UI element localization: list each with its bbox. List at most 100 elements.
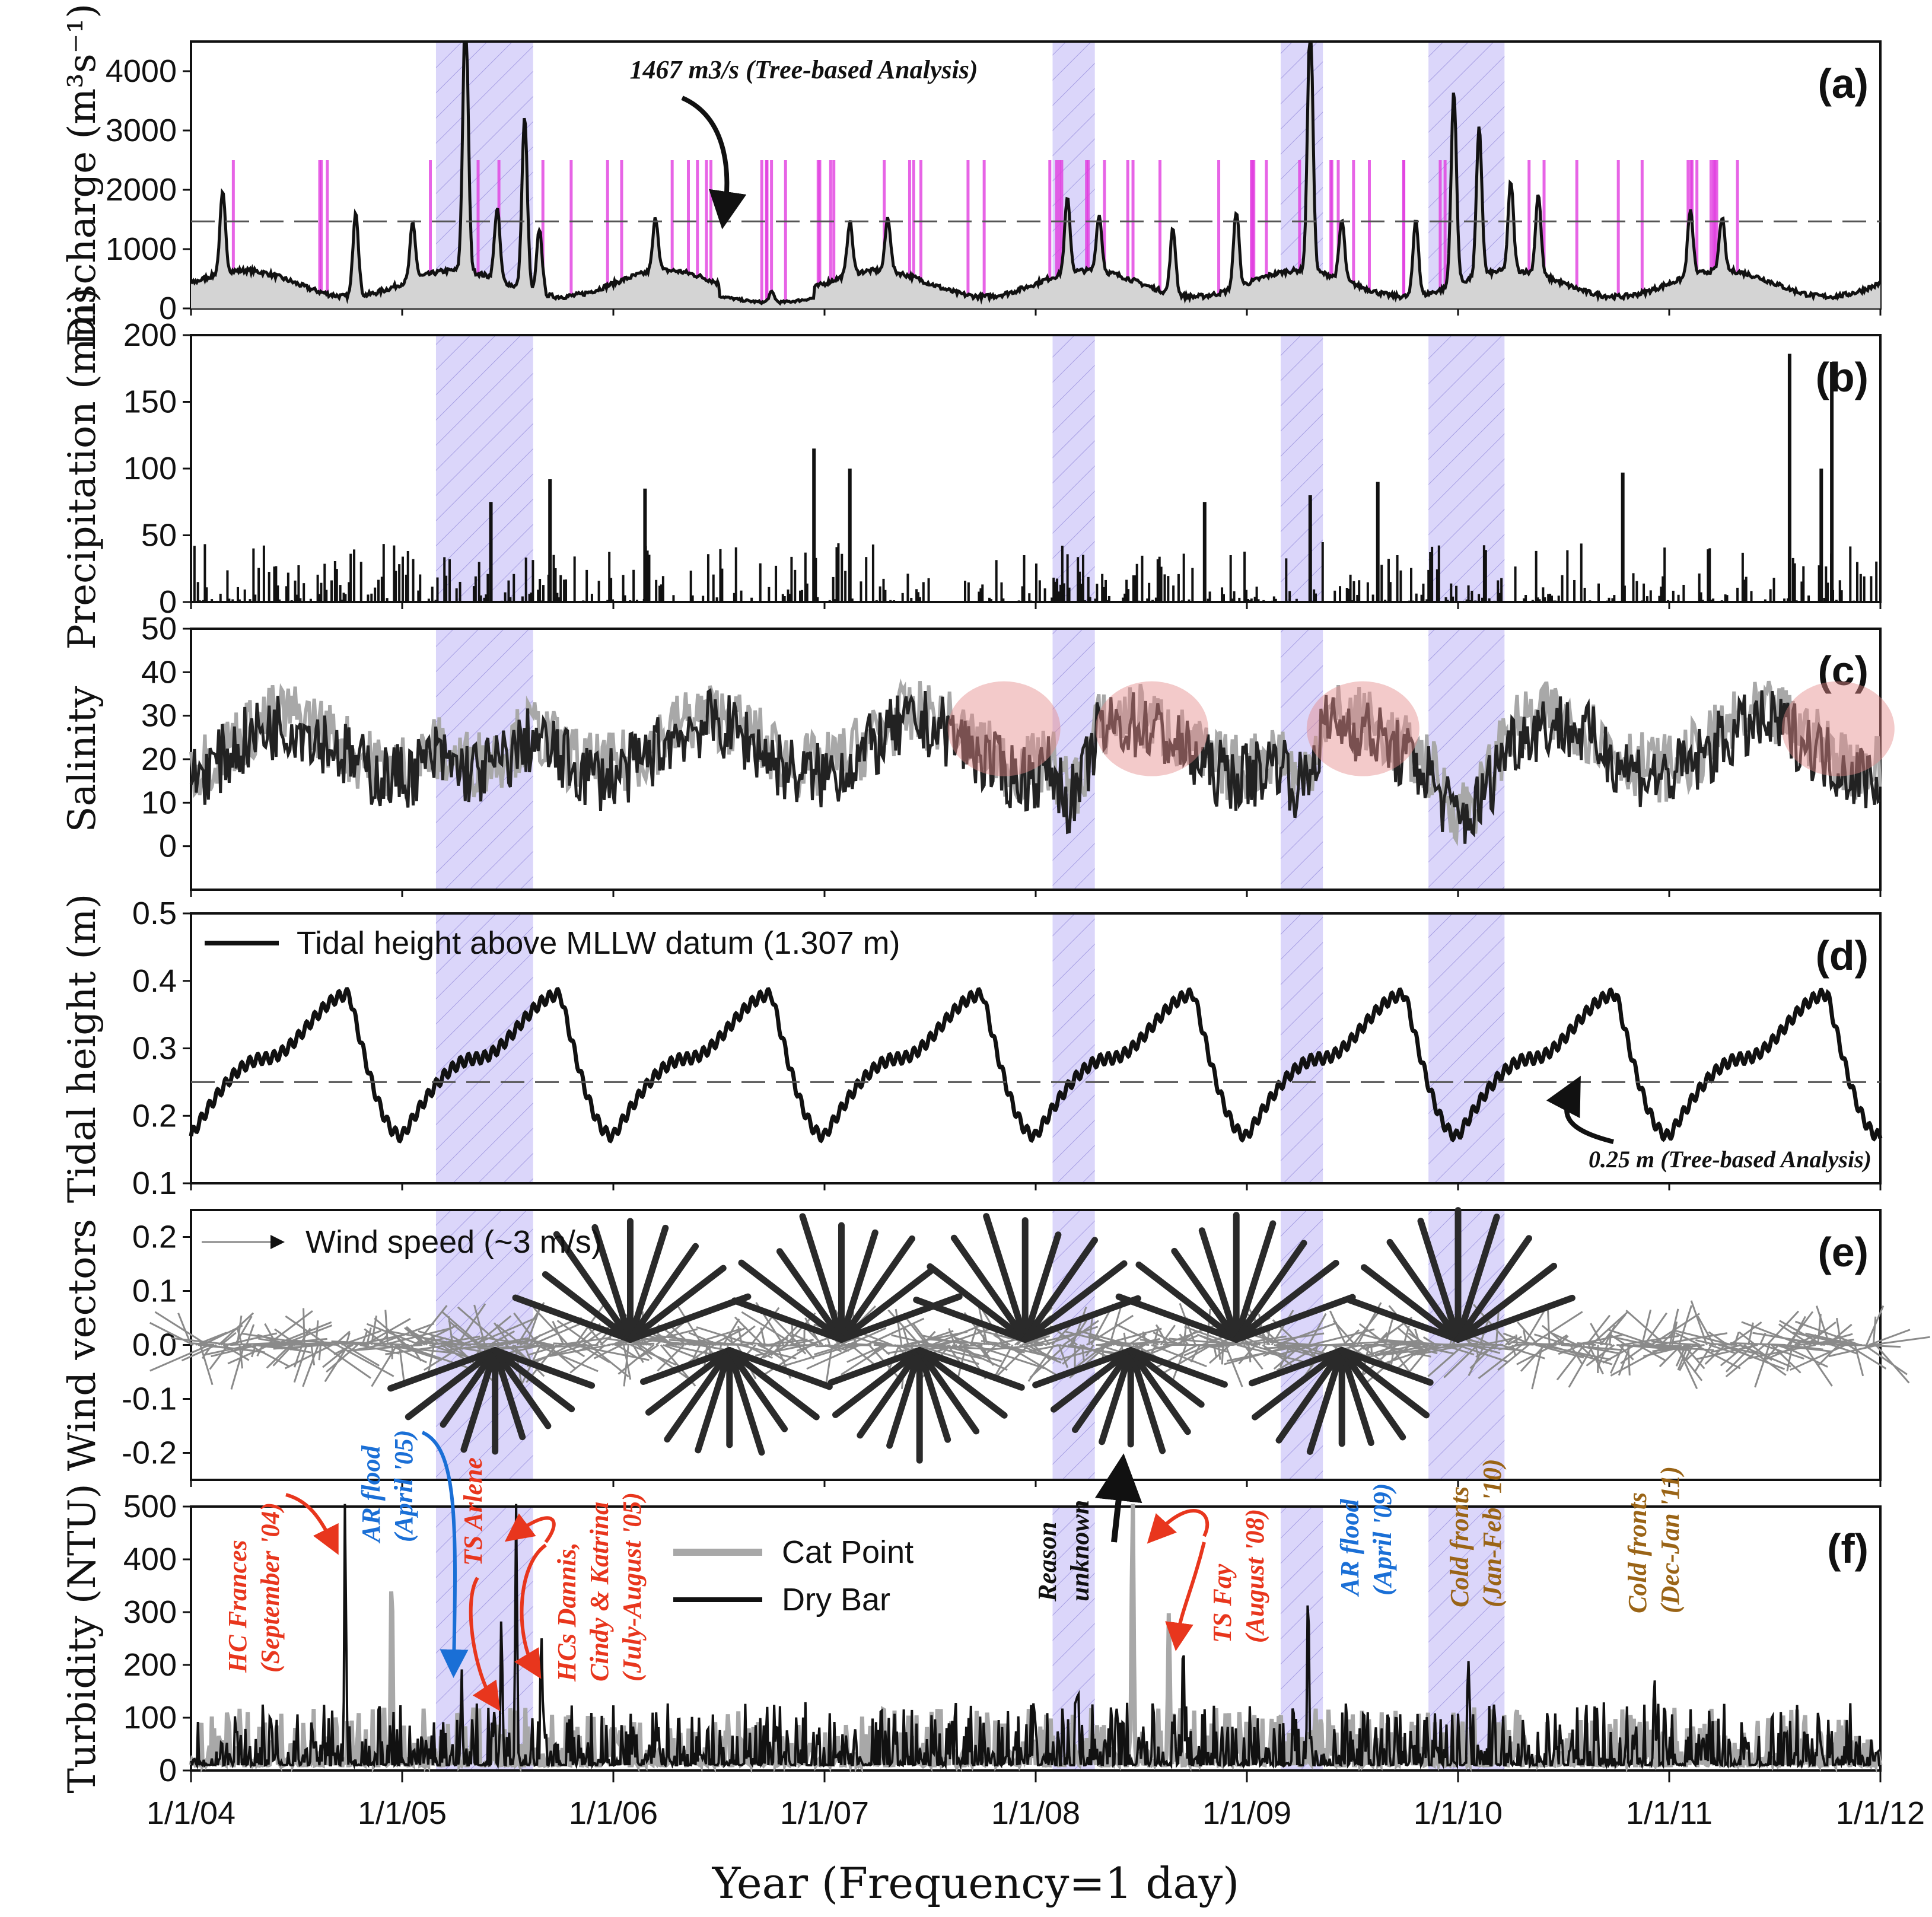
panel-c-ytick-label-1: 10 bbox=[141, 785, 177, 820]
panel-e-wind-vector bbox=[410, 1344, 422, 1362]
panel-e-wind-vector bbox=[553, 1342, 587, 1346]
annotation-hc-frances: HC Frances (September '04) bbox=[223, 1493, 339, 1673]
panel-e-fan-vector bbox=[1171, 1247, 1240, 1343]
x-tick-label-0: 1/1/04 bbox=[147, 1795, 235, 1831]
panel-e-fan-vector bbox=[492, 1347, 596, 1389]
panel-e-wind-vector bbox=[977, 1344, 995, 1367]
panel-e-wind-vector bbox=[663, 1344, 705, 1362]
panel-e-wind-vector bbox=[1863, 1344, 1908, 1375]
shaded-hatch-0-panel-1 bbox=[435, 335, 533, 602]
panel-c-ytick-label-5: 50 bbox=[141, 611, 177, 647]
panel-e-fan-vector bbox=[726, 1347, 788, 1432]
panel-e-wind-vector bbox=[887, 1309, 921, 1346]
panel-e-wind-vector bbox=[236, 1328, 243, 1345]
panel-e-wind-vector bbox=[230, 1345, 246, 1390]
svg-text:AR flood: AR flood bbox=[357, 1445, 386, 1544]
panel-b-ylabel: Precipitation (mm) bbox=[61, 288, 104, 650]
panel-e-fan-vector bbox=[1233, 1240, 1307, 1343]
panel-e-wind-vector bbox=[588, 1344, 629, 1378]
svg-text:Cold fronts: Cold fronts bbox=[1445, 1486, 1474, 1607]
panel-e-fan-vector bbox=[1249, 1347, 1345, 1387]
panel-e-wind-vector bbox=[806, 1344, 861, 1370]
shaded-hatch-3-panel-2 bbox=[1428, 629, 1505, 890]
panel-e-wind-vector bbox=[1383, 1339, 1448, 1346]
panel-c-ytick-label-0: 0 bbox=[159, 829, 177, 864]
panel-e-wind-vector bbox=[1620, 1344, 1647, 1364]
panel-c-dry-bar-line bbox=[189, 687, 1881, 844]
panel-e-wind-vector bbox=[1088, 1316, 1094, 1345]
panel-e-wind-vector bbox=[225, 1332, 278, 1346]
panel-e-wind-vector bbox=[285, 1315, 329, 1346]
panel-e-fan-vector bbox=[1338, 1347, 1406, 1441]
panel-e-wind-vector bbox=[1607, 1328, 1654, 1346]
panel-e-wind-vector bbox=[1382, 1344, 1462, 1356]
panel-e-wind-vector bbox=[1208, 1344, 1231, 1364]
panel-e-wind-vector bbox=[1590, 1310, 1629, 1346]
panel-e-wind-vector bbox=[692, 1344, 701, 1359]
panel-d-ytick-label-1: 0.2 bbox=[132, 1098, 177, 1133]
svg-text:Cold fronts: Cold fronts bbox=[1623, 1492, 1652, 1613]
panel-e-fan-vector bbox=[1454, 1294, 1575, 1343]
panel-e-wind-vector bbox=[1308, 1313, 1327, 1346]
panel-e-wind-vector bbox=[973, 1344, 1045, 1370]
panel-e-wind-vector bbox=[902, 1328, 909, 1345]
panel-e-wind-vector bbox=[1586, 1344, 1615, 1367]
panel-f-ytick-label-0: 0 bbox=[159, 1753, 177, 1788]
panel-e-wind-vector bbox=[1247, 1345, 1252, 1362]
panel-e-wind-vector bbox=[1795, 1320, 1860, 1346]
panel-e-wind-vector bbox=[1158, 1344, 1212, 1377]
panel-e-wind-vector bbox=[1828, 1344, 1879, 1358]
panel-e-wind-vector bbox=[632, 1344, 644, 1363]
panel-e-fan-vector bbox=[916, 1347, 980, 1435]
panel-e-wind-vector bbox=[1417, 1344, 1466, 1356]
panel-e-wind-vector bbox=[1292, 1344, 1351, 1346]
panel-e-wind-vector bbox=[1765, 1344, 1780, 1361]
panel-a-label: (a) bbox=[1818, 60, 1869, 107]
panel-e-wind-vector bbox=[1671, 1321, 1678, 1345]
svg-text:(April '09): (April '09) bbox=[1368, 1483, 1397, 1596]
panel-e-wind-vector bbox=[1725, 1344, 1765, 1378]
panel-e-wind-vector bbox=[303, 1308, 305, 1345]
panel-e-wind-vector bbox=[947, 1344, 962, 1365]
turbidity-legend-cat-point: Cat Point bbox=[782, 1534, 914, 1570]
panel-e-fan-vector bbox=[916, 1347, 951, 1443]
panel-e-wind-vector bbox=[513, 1312, 539, 1346]
panel-e-wind-vector bbox=[1618, 1344, 1634, 1361]
svg-text:(August '08): (August '08) bbox=[1240, 1509, 1269, 1643]
shaded-hatch-3-panel-1 bbox=[1428, 335, 1505, 602]
shaded-hatch-1-panel-1 bbox=[1052, 335, 1095, 602]
panel-e-wind-vector bbox=[895, 1308, 903, 1345]
panel-e-wind-vector bbox=[258, 1338, 295, 1346]
panel-e-fan-vector bbox=[799, 1213, 845, 1343]
panel-c-ytick-label-3: 30 bbox=[141, 698, 177, 734]
panel-e-wind-vector bbox=[1221, 1340, 1258, 1346]
panel-e-wind-vector bbox=[1276, 1344, 1321, 1372]
panel-e-fan-vector bbox=[738, 1259, 845, 1343]
panel-e-wind-vector bbox=[266, 1344, 291, 1369]
panel-c-ylabel: Salinity bbox=[61, 686, 104, 833]
panel-e-wind-vector bbox=[921, 1344, 983, 1351]
panel-e-wind-vector bbox=[546, 1344, 576, 1369]
panel-e-wind-vector bbox=[1677, 1344, 1689, 1371]
panel-e-fan-vector bbox=[1050, 1347, 1134, 1413]
panel-e-wind-vector bbox=[318, 1345, 322, 1361]
panel-e-wind-vector bbox=[904, 1316, 928, 1346]
panel-e-wind-vector bbox=[891, 1334, 934, 1346]
panel-e-wind-vector bbox=[847, 1343, 872, 1346]
panel-e-wind-vector bbox=[149, 1321, 194, 1346]
panel-f-ytick-label-1: 100 bbox=[123, 1700, 177, 1736]
panel-e-wind-vector bbox=[366, 1327, 372, 1345]
panel-e-wind-vector bbox=[171, 1337, 233, 1346]
panel-e-wind-vector bbox=[1818, 1344, 1839, 1366]
panel-c-high-salinity-highlight bbox=[1095, 681, 1208, 776]
panel-e-wind-vector bbox=[1520, 1344, 1546, 1372]
panel-e-wind-vector bbox=[190, 1342, 215, 1346]
panel-e-wind-vector bbox=[623, 1345, 629, 1387]
panel-f-dry-bar-line bbox=[190, 1504, 1881, 1770]
panel-e-wind-vector bbox=[760, 1344, 816, 1347]
panel-e-wind-vector bbox=[1875, 1344, 1910, 1384]
panel-e-wind-vector bbox=[657, 1344, 685, 1372]
panel-e-fan-vector bbox=[387, 1347, 499, 1392]
